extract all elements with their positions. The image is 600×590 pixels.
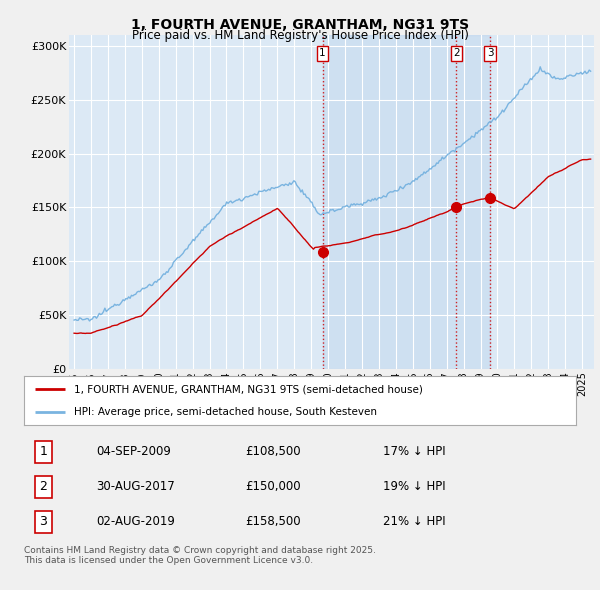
Text: 21% ↓ HPI: 21% ↓ HPI bbox=[383, 515, 445, 528]
Text: £158,500: £158,500 bbox=[245, 515, 301, 528]
Text: 2: 2 bbox=[453, 48, 460, 58]
Text: 1: 1 bbox=[40, 445, 47, 458]
Text: 02-AUG-2019: 02-AUG-2019 bbox=[96, 515, 175, 528]
Text: 3: 3 bbox=[40, 515, 47, 528]
Text: 17% ↓ HPI: 17% ↓ HPI bbox=[383, 445, 445, 458]
Text: 30-AUG-2017: 30-AUG-2017 bbox=[96, 480, 175, 493]
Text: 1, FOURTH AVENUE, GRANTHAM, NG31 9TS (semi-detached house): 1, FOURTH AVENUE, GRANTHAM, NG31 9TS (se… bbox=[74, 385, 422, 395]
Text: £108,500: £108,500 bbox=[245, 445, 301, 458]
Text: 1, FOURTH AVENUE, GRANTHAM, NG31 9TS: 1, FOURTH AVENUE, GRANTHAM, NG31 9TS bbox=[131, 18, 469, 32]
Text: 2: 2 bbox=[40, 480, 47, 493]
Text: 3: 3 bbox=[487, 48, 494, 58]
Bar bbox=[323, 35, 490, 369]
Text: HPI: Average price, semi-detached house, South Kesteven: HPI: Average price, semi-detached house,… bbox=[74, 407, 377, 417]
Text: £150,000: £150,000 bbox=[245, 480, 301, 493]
Text: 1: 1 bbox=[319, 48, 326, 58]
Text: 04-SEP-2009: 04-SEP-2009 bbox=[96, 445, 170, 458]
Text: Contains HM Land Registry data © Crown copyright and database right 2025.
This d: Contains HM Land Registry data © Crown c… bbox=[24, 546, 376, 565]
Text: 19% ↓ HPI: 19% ↓ HPI bbox=[383, 480, 445, 493]
Text: Price paid vs. HM Land Registry's House Price Index (HPI): Price paid vs. HM Land Registry's House … bbox=[131, 30, 469, 42]
